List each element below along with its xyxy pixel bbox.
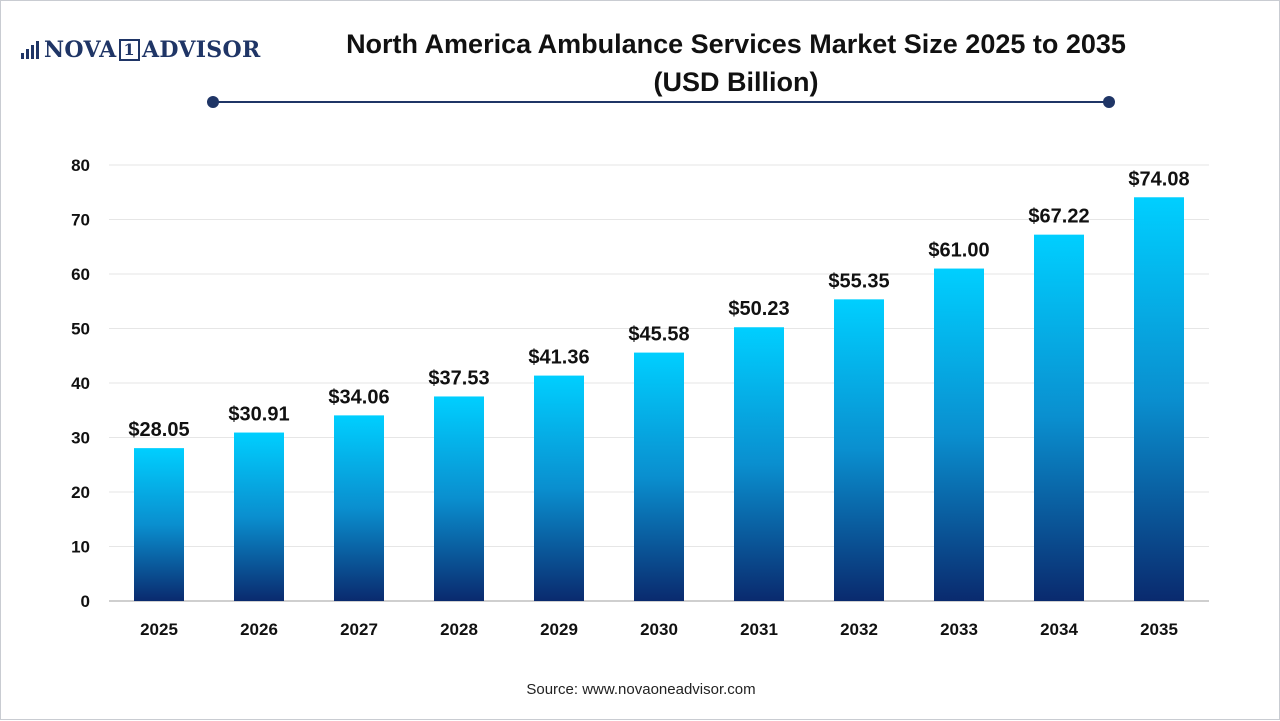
x-tick-label: 2027	[340, 620, 378, 639]
x-tick-label: 2033	[940, 620, 978, 639]
bar	[634, 352, 684, 601]
y-tick-label: 30	[71, 429, 90, 448]
y-tick-label: 50	[71, 320, 90, 339]
chart-title-line2: (USD Billion)	[653, 67, 819, 97]
bar	[934, 268, 984, 601]
bar	[334, 415, 384, 601]
data-label: $30.91	[228, 404, 289, 426]
underline-right-dot	[1103, 96, 1115, 108]
x-tick-label: 2026	[240, 620, 278, 639]
bar	[134, 448, 184, 601]
underline-left-dot	[207, 96, 219, 108]
data-label: $61.00	[928, 240, 989, 262]
data-label: $55.35	[828, 270, 889, 292]
data-label: $28.05	[128, 419, 189, 441]
x-tick-label: 2025	[140, 620, 178, 639]
data-label: $45.58	[628, 324, 689, 346]
data-label: $50.23	[728, 298, 789, 320]
x-tick-label: 2031	[740, 620, 778, 639]
chart-title-line1: North America Ambulance Services Market …	[346, 29, 1126, 59]
x-tick-label: 2028	[440, 620, 478, 639]
x-tick-label: 2034	[1040, 620, 1078, 639]
logo-text-box: 1	[118, 39, 140, 61]
y-tick-label: 20	[71, 483, 90, 502]
bar	[534, 375, 584, 601]
data-label: $41.36	[528, 347, 589, 369]
data-label: $37.53	[428, 367, 489, 389]
data-label: $67.22	[1028, 206, 1089, 228]
y-tick-label: 70	[71, 211, 90, 230]
bar	[234, 432, 284, 601]
y-tick-label: 80	[71, 156, 90, 175]
data-label: $74.08	[1128, 168, 1189, 190]
source-note: Source: www.novaoneadvisor.com	[526, 681, 756, 698]
logo-text-right: ADVISOR	[141, 37, 261, 63]
data-label: $34.06	[328, 386, 389, 408]
bar	[1134, 197, 1184, 601]
y-tick-label: 0	[81, 592, 90, 611]
logo-text-left: NOVA	[44, 37, 117, 63]
title-underline	[207, 94, 1115, 110]
bars-logo-icon	[21, 41, 41, 59]
chart-title: North America Ambulance Services Market …	[251, 25, 1221, 101]
y-tick-label: 60	[71, 265, 90, 284]
bar	[1034, 234, 1084, 601]
y-tick-label: 40	[71, 374, 90, 393]
bar	[434, 396, 484, 601]
y-tick-label: 10	[71, 538, 90, 557]
x-tick-label: 2035	[1140, 620, 1178, 639]
bar	[834, 299, 884, 601]
x-tick-label: 2029	[540, 620, 578, 639]
brand-logo: NOVA 1 ADVISOR	[21, 37, 261, 63]
x-tick-label: 2032	[840, 620, 878, 639]
x-tick-label: 2030	[640, 620, 678, 639]
bar	[734, 327, 784, 601]
